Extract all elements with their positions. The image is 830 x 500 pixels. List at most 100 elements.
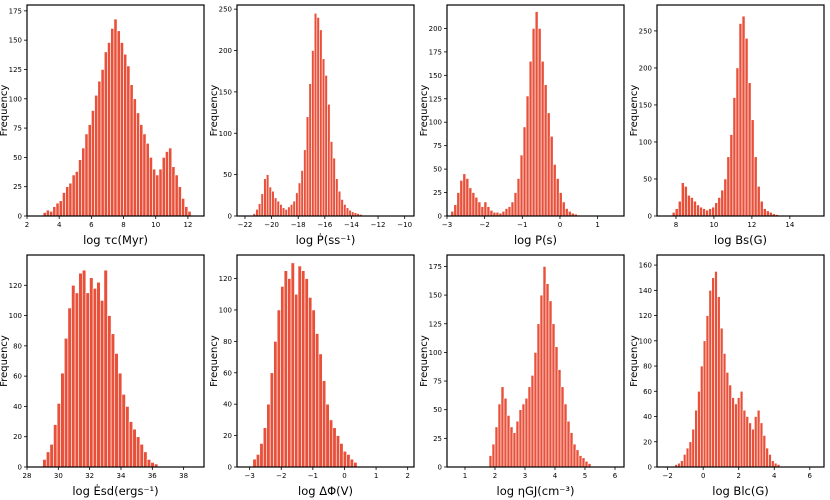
y-tick-label: 0	[18, 464, 22, 472]
y-axis-label: Frequency	[0, 335, 10, 387]
histogram-bar	[512, 432, 517, 468]
y-tick-label: 175	[429, 48, 442, 56]
y-tick-label: 100	[639, 138, 652, 146]
y-tick-label: 75	[433, 142, 442, 150]
y-axis-label: Frequency	[209, 85, 220, 137]
plot-frame	[236, 254, 415, 468]
x-axis-label: log ΔΦ(V)	[298, 484, 353, 498]
histogram-bar	[711, 277, 715, 468]
x-tick-label: 14	[785, 221, 794, 229]
histogram-bar	[554, 346, 559, 468]
x-tick-label: 2	[405, 472, 409, 480]
histogram-bar	[543, 84, 548, 217]
x-tick-label: 2	[25, 221, 29, 229]
plot-frame	[26, 4, 205, 217]
histogram-bar	[567, 211, 572, 217]
histogram-bar	[528, 60, 533, 217]
histogram-bar	[732, 97, 737, 217]
histogram-bar	[165, 151, 169, 217]
histogram-bar	[555, 178, 560, 217]
histogram-bar	[527, 386, 532, 468]
histogram-bar	[295, 192, 299, 217]
histogram-bar	[49, 443, 54, 468]
y-tick-label: 120	[639, 312, 652, 320]
x-tick-label: 38	[179, 472, 188, 480]
histogram-bar	[271, 190, 275, 217]
histogram-bar	[560, 386, 565, 468]
x-tick-label: −14	[344, 221, 359, 229]
y-tick-label: 250	[639, 27, 652, 35]
histogram-bar	[139, 443, 144, 468]
histogram-bar	[260, 193, 264, 217]
histogram-bar	[685, 447, 690, 468]
histogram-bar	[501, 211, 506, 217]
histogram-bar	[674, 208, 679, 217]
histogram-bar	[480, 206, 485, 217]
y-tick-label: 200	[639, 64, 652, 72]
histogram-bar	[139, 124, 144, 217]
histogram-bar	[751, 428, 755, 468]
histogram-bar	[516, 178, 521, 217]
histogram-bar	[103, 269, 108, 468]
histogram-bar	[540, 60, 545, 217]
histogram-bar	[148, 157, 153, 217]
plot-frame	[656, 254, 825, 468]
histogram-bar	[533, 352, 538, 468]
y-tick-label: 25	[13, 183, 22, 191]
y-tick-label: 60	[13, 373, 22, 381]
histogram-bar	[340, 199, 344, 217]
y-tick-label: 40	[643, 413, 652, 421]
y-tick-label: 100	[429, 119, 442, 127]
x-axis-label: log Bs(G)	[714, 233, 767, 247]
y-tick-label: 75	[13, 125, 22, 133]
histogram-bar	[684, 186, 688, 217]
histogram-bar	[279, 204, 283, 217]
histogram-bar	[753, 156, 758, 217]
histogram-bar	[290, 262, 295, 468]
histogram-bar	[728, 384, 732, 468]
histogram-bar	[545, 283, 550, 468]
y-tick-label: 75	[433, 378, 442, 386]
histogram-bar	[329, 141, 334, 217]
histogram-bar	[114, 353, 119, 468]
histogram-bar	[720, 189, 725, 217]
histogram-bar	[734, 403, 738, 468]
histogram-bar	[503, 397, 508, 468]
histogram-bar	[268, 186, 272, 217]
x-tick-label: 12	[747, 221, 756, 229]
histogram-bar	[132, 428, 137, 468]
histogram-bar	[74, 292, 79, 468]
x-axis-label: log Ṗ(ss⁻¹)	[296, 232, 356, 247]
histogram-bar	[84, 133, 89, 217]
histogram-bar	[266, 403, 271, 468]
histogram-bar	[136, 436, 141, 468]
histogram-bar	[680, 460, 684, 468]
histogram-bar	[509, 426, 514, 468]
histogram-bar	[145, 143, 150, 217]
histogram-bar	[96, 281, 101, 468]
x-tick-label: 4	[772, 472, 777, 480]
x-tick-label: −10	[397, 221, 412, 229]
histogram-bar	[74, 171, 79, 217]
histogram-bar	[308, 83, 312, 217]
histogram-bar	[558, 192, 563, 217]
histogram-bar	[110, 333, 116, 468]
histogram-bar	[63, 337, 69, 468]
histogram-bar	[705, 315, 710, 468]
histogram-bar	[551, 323, 556, 468]
histogram-bar	[324, 75, 328, 217]
histogram-bar	[536, 323, 541, 468]
x-tick-label: 32	[85, 472, 94, 480]
histogram-bar	[78, 159, 83, 217]
y-tick-label: 0	[438, 464, 442, 472]
y-tick-label: 175	[429, 263, 442, 271]
x-tick-label: 2	[736, 472, 740, 480]
x-tick-label: −3	[244, 472, 254, 480]
histogram-bar	[754, 416, 758, 468]
y-tick-label: 150	[639, 101, 652, 109]
x-tick-label: −2	[662, 472, 672, 480]
histogram-bar	[62, 192, 66, 217]
histogram-bar	[507, 206, 512, 217]
y-tick-label: 120	[219, 275, 232, 283]
